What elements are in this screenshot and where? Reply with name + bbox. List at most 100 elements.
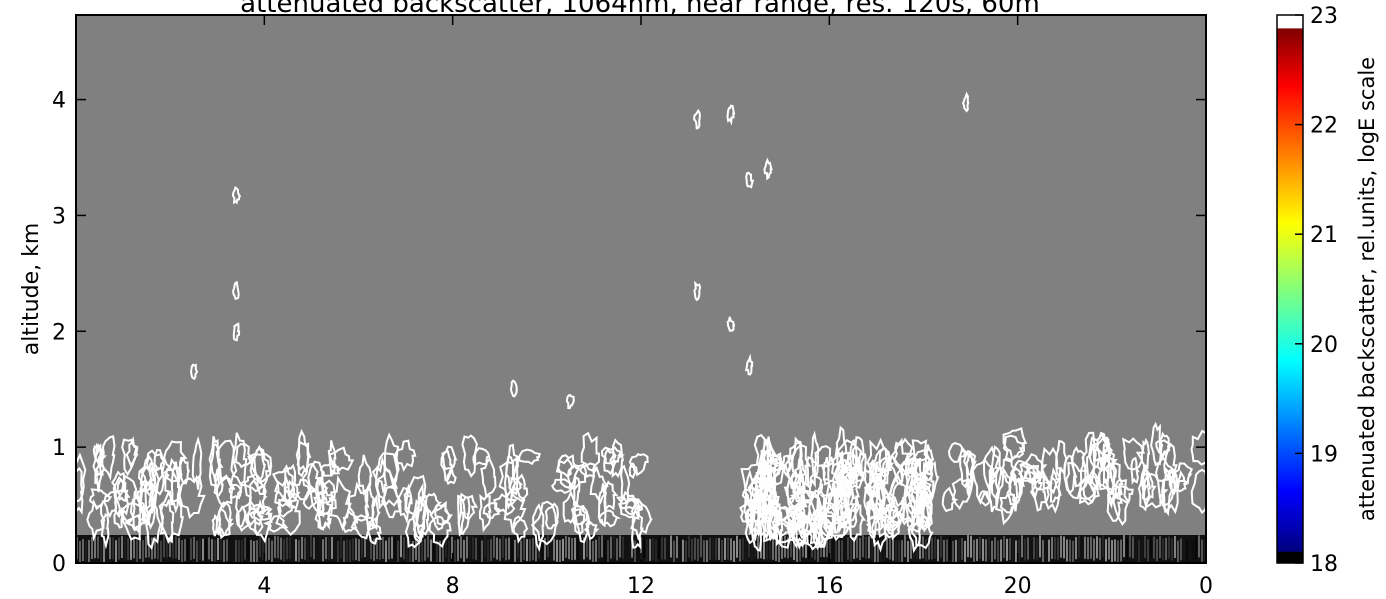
cloud-contour — [693, 280, 702, 302]
ground-stripe — [1072, 540, 1074, 563]
ground-stripe — [442, 540, 444, 563]
ground-stripe — [88, 539, 90, 562]
ground-stripe — [436, 539, 438, 562]
ground-stripe — [1141, 538, 1143, 561]
ground-stripe — [472, 537, 474, 560]
ground-stripe — [1027, 537, 1029, 560]
ground-stripe — [859, 537, 861, 560]
ground-stripe — [475, 537, 477, 560]
ground-stripe — [658, 536, 660, 559]
cloud-contour — [446, 469, 457, 486]
cloud-contour — [1106, 462, 1124, 503]
cloud-contour — [231, 186, 242, 205]
cloud-contour — [1091, 436, 1114, 464]
ground-stripe — [907, 540, 909, 563]
cloud-contour — [1030, 471, 1047, 512]
cloud-contour — [849, 439, 858, 482]
ground-stripe — [970, 535, 972, 558]
ground-stripe — [1159, 536, 1161, 559]
cloud-contour — [413, 523, 425, 545]
ground-stripe — [466, 536, 468, 559]
ground-stripe — [172, 536, 174, 559]
ground-stripe — [805, 535, 807, 558]
ground-stripe — [1177, 540, 1179, 563]
ground-stripe — [394, 537, 396, 560]
ground-stripe — [433, 538, 435, 561]
ground-stripe — [1117, 540, 1119, 563]
ground-stripe — [1063, 536, 1065, 559]
ground-stripe — [292, 538, 294, 561]
ground-stripe — [1120, 539, 1122, 562]
ground-stripe — [454, 540, 456, 563]
ground-stripe — [265, 539, 267, 562]
cloud-contour — [178, 457, 191, 485]
ground-stripe — [187, 538, 189, 561]
cloud-contour — [1130, 456, 1140, 485]
cloud-contour — [1006, 472, 1022, 512]
ground-stripe — [241, 539, 243, 562]
cloud-contour — [978, 490, 992, 507]
ground-stripe — [343, 540, 345, 563]
ground-stripe — [853, 536, 855, 559]
ground-stripe — [799, 539, 801, 562]
cloud-contour — [232, 322, 241, 342]
cloud-contour — [364, 481, 375, 531]
ground-stripe — [868, 536, 870, 559]
y-tick-label: 4 — [52, 89, 66, 114]
ground-stripe — [115, 540, 117, 563]
ground-stripe — [745, 540, 747, 563]
ground-stripe — [679, 536, 681, 559]
colorbar-tick-label: 22 — [1310, 114, 1338, 139]
ground-stripe — [1144, 535, 1146, 558]
ground-stripe — [1198, 535, 1200, 558]
ground-stripe — [1036, 538, 1038, 561]
cloud-contour — [170, 461, 182, 514]
ground-stripe — [874, 540, 876, 563]
cloud-contour — [253, 447, 271, 495]
ground-stripe — [520, 540, 522, 563]
ground-stripe — [367, 537, 369, 560]
ground-stripe — [574, 537, 576, 560]
ground-stripe — [1114, 539, 1116, 562]
ground-stripe — [1147, 539, 1149, 562]
ground-stripe — [724, 537, 726, 560]
colorbar — [1276, 14, 1304, 564]
cloud-contour — [753, 472, 773, 488]
ground-stripe — [601, 535, 603, 558]
cloud-contour — [915, 482, 927, 515]
ground-stripe — [595, 539, 597, 562]
ground-stripe — [325, 537, 327, 560]
ground-stripe — [850, 539, 852, 562]
cloud-contour — [274, 476, 296, 508]
ground-stripe — [961, 537, 963, 560]
ground-stripe — [988, 537, 990, 560]
cloud-contour — [376, 467, 400, 508]
cloud-contour — [316, 476, 326, 518]
ground-stripe — [808, 537, 810, 560]
ground-stripe — [589, 537, 591, 560]
cloud-contour — [805, 455, 818, 490]
ground-stripe — [895, 540, 897, 563]
cloud-contour — [740, 463, 765, 511]
ground-stripe — [664, 537, 666, 560]
cloud-contour — [403, 483, 413, 514]
ground-stripe — [1012, 539, 1014, 562]
ground-stripe — [313, 537, 315, 560]
ground-stripe — [817, 539, 819, 562]
ground-stripe — [331, 536, 333, 559]
cloud-contour — [863, 485, 873, 512]
cloud-contour — [1071, 445, 1086, 488]
cloud-contour — [232, 281, 240, 300]
ground-stripe — [661, 537, 663, 560]
cloud-contour — [159, 499, 175, 544]
ground-stripe — [1099, 537, 1101, 560]
ground-stripe — [637, 539, 639, 562]
y-tick-label: 3 — [52, 204, 66, 229]
cloud-contour — [808, 494, 824, 533]
cloud-contour — [92, 442, 103, 493]
x-tick-label: 8 — [446, 574, 460, 599]
cloud-contour — [191, 435, 203, 490]
ground-stripe — [1171, 538, 1173, 561]
cloud-contour — [121, 502, 145, 541]
ground-stripe — [1078, 535, 1080, 558]
